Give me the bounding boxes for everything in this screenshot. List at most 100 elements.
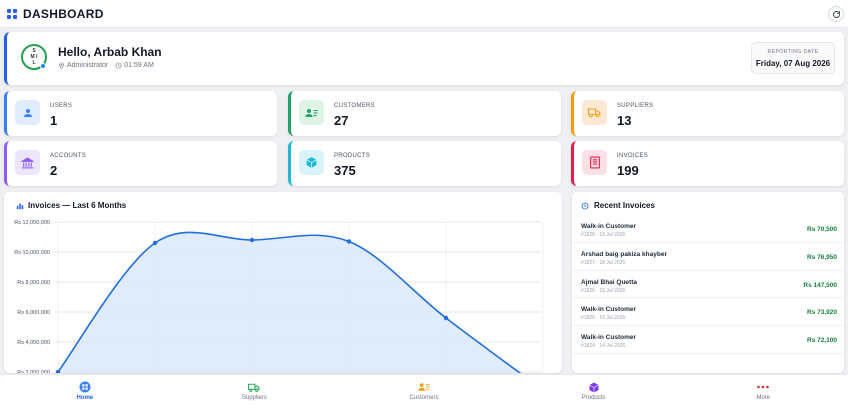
invoice-amount: Rs 70,500 xyxy=(807,226,837,233)
reporting-date-box: REPORTING DATE Friday, 07 Aug 2026 xyxy=(751,42,835,74)
invoice-icon xyxy=(582,150,607,175)
invoice-row[interactable]: Walk-in Customer #1828 · 18 Jul 2026 Rs 70… xyxy=(572,215,844,243)
invoice-amount: Rs 147,500 xyxy=(803,281,837,289)
invoice-customer: Arshad baig pakiza khayber xyxy=(581,250,667,258)
stat-card-invoices[interactable]: INVOICES 199 xyxy=(571,141,844,186)
bank-icon xyxy=(15,150,40,175)
nav-item-more[interactable]: More xyxy=(678,375,848,405)
stat-card-customers[interactable]: CUSTOMERS 27 xyxy=(288,91,561,136)
nav-label: Products xyxy=(581,395,606,401)
invoice-row[interactable]: Walk-in Customer #1824 · 14 Jul 2026 Rs 72… xyxy=(572,326,844,354)
truck-icon xyxy=(582,100,607,125)
invoice-customer: Walk-in Customer xyxy=(581,306,637,314)
stat-card-accounts[interactable]: ACCOUNTS 2 xyxy=(4,141,277,186)
logo-letter: S xyxy=(32,48,36,54)
stat-value: 1 xyxy=(50,113,58,128)
stat-value: 2 xyxy=(50,163,58,178)
y-tick-label: Rs 6,000,000 xyxy=(17,310,50,316)
nav-item-customers[interactable]: Customers xyxy=(339,375,509,405)
nav-label: Suppliers xyxy=(241,395,267,401)
invoice-row[interactable]: Ajmal Bhai Quetta #1826 · 15 Jul 2026 Rs 1… xyxy=(572,271,844,299)
nav-item-home[interactable]: Home xyxy=(0,375,170,405)
role-info: Administrator xyxy=(58,62,108,69)
history-icon xyxy=(581,202,589,209)
invoice-number-date: #1826 · 15 Jul 2026 xyxy=(581,287,626,294)
stat-label: ACCOUNTS xyxy=(50,153,87,159)
nav-item-products[interactable]: Products xyxy=(509,375,679,405)
logo-letter: L xyxy=(32,60,36,66)
box-icon xyxy=(299,150,324,175)
user-icon xyxy=(15,100,40,125)
nav-item-suppliers[interactable]: Suppliers xyxy=(170,375,340,405)
invoice-customer: Ajmal Bhai Quetta xyxy=(581,278,637,286)
chart-line xyxy=(57,231,522,373)
current-time: 01:59 AM xyxy=(124,62,154,69)
customers-icon xyxy=(299,100,324,125)
invoice-number-date: #1828 · 18 Jul 2026 xyxy=(581,232,626,238)
company-logo: S M I L xyxy=(21,44,47,70)
y-tick-label: Rs 4,000,000 xyxy=(17,340,50,346)
invoice-number-date: #1827 · 18 Jul 2026 xyxy=(581,259,626,266)
stat-card-products[interactable]: PRODUCTS 375 xyxy=(288,141,561,186)
nav-label: Home xyxy=(76,395,94,401)
home-icon xyxy=(79,381,91,393)
y-tick-label: Rs 10,000,000 xyxy=(14,250,50,256)
customers-icon xyxy=(418,381,430,393)
recent-invoices-card: Recent Invoices Walk-in Customer #1828 · … xyxy=(572,192,844,373)
refresh-button[interactable] xyxy=(828,6,844,22)
truck-icon xyxy=(248,381,260,393)
more-icon xyxy=(757,381,769,393)
status-dot xyxy=(40,63,46,69)
reporting-date-label: REPORTING DATE xyxy=(767,49,819,55)
box-icon xyxy=(588,381,600,393)
nav-label: More xyxy=(756,395,770,401)
data-point xyxy=(152,240,158,246)
bar-chart-icon xyxy=(16,203,24,209)
logo-letter: M I xyxy=(30,54,38,60)
invoices-area-chart: Rs 12,000,000 Rs 10,000,000 Rs 8,000,000 Rs… xyxy=(14,220,544,373)
bottom-navigation: Home Suppliers Customers Products More xyxy=(0,374,848,405)
stat-card-suppliers[interactable]: SUPPLIERS 13 xyxy=(571,91,844,136)
invoices-chart-card: Rs 12,000,000 Rs 10,000,000 Rs 8,000,000 Rs… xyxy=(4,192,562,373)
stat-value: 13 xyxy=(617,113,632,128)
location-pin-icon xyxy=(59,62,64,69)
top-bar: DASHBOARD xyxy=(0,0,848,28)
refresh-icon xyxy=(832,10,840,18)
invoice-amount: Rs 72,100 xyxy=(807,337,837,345)
invoice-row[interactable]: Walk-in Customer #1825 · 15 Jul 2026 Rs 73… xyxy=(572,298,844,327)
invoice-row[interactable]: Arshad baig pakiza khayber #1827 · 18 Jul… xyxy=(572,243,844,271)
y-tick-label: Rs 2,000,000 xyxy=(17,370,50,373)
time-info: 01:59 AM xyxy=(115,62,154,69)
invoice-customer: Walk-in Customer xyxy=(581,223,637,230)
stat-value: 199 xyxy=(617,163,639,178)
data-point xyxy=(55,369,61,373)
stat-value: 27 xyxy=(334,113,349,128)
data-point xyxy=(249,237,255,243)
stat-label: CUSTOMERS xyxy=(334,103,375,109)
recent-invoices-list: Walk-in Customer #1828 · 18 Jul 2026 Rs 70… xyxy=(572,215,844,354)
stat-card-users[interactable]: USERS 1 xyxy=(4,91,277,136)
stat-label: SUPPLIERS xyxy=(617,103,654,109)
chart-title: Invoices — Last 6 Months xyxy=(28,201,127,210)
y-tick-label: Rs 8,000,000 xyxy=(17,280,50,286)
invoice-number-date: #1824 · 14 Jul 2026 xyxy=(581,343,626,350)
y-tick-label: Rs 12,000,000 xyxy=(14,220,50,226)
stat-label: USERS xyxy=(50,103,73,109)
reporting-date-value: Friday, 07 Aug 2026 xyxy=(755,59,831,68)
grid-menu-icon[interactable] xyxy=(7,9,17,19)
greeting: Hello, Arbab Khan xyxy=(58,45,162,59)
invoice-number-date: #1825 · 15 Jul 2026 xyxy=(581,315,626,322)
user-role: Administrator xyxy=(67,62,109,69)
invoice-amount: Rs 73,920 xyxy=(807,309,837,317)
clock-icon xyxy=(115,62,122,69)
page-title: DASHBOARD xyxy=(23,7,104,21)
nav-label: Customers xyxy=(409,395,439,401)
invoice-customer: Walk-in Customer xyxy=(581,334,637,342)
invoice-amount: Rs 76,950 xyxy=(807,253,837,261)
stat-label: PRODUCTS xyxy=(334,153,371,159)
stat-label: INVOICES xyxy=(617,153,649,159)
recent-invoices-title: Recent Invoices xyxy=(594,201,655,210)
stat-value: 375 xyxy=(334,163,356,178)
data-point xyxy=(346,239,352,244)
data-point xyxy=(443,315,449,321)
